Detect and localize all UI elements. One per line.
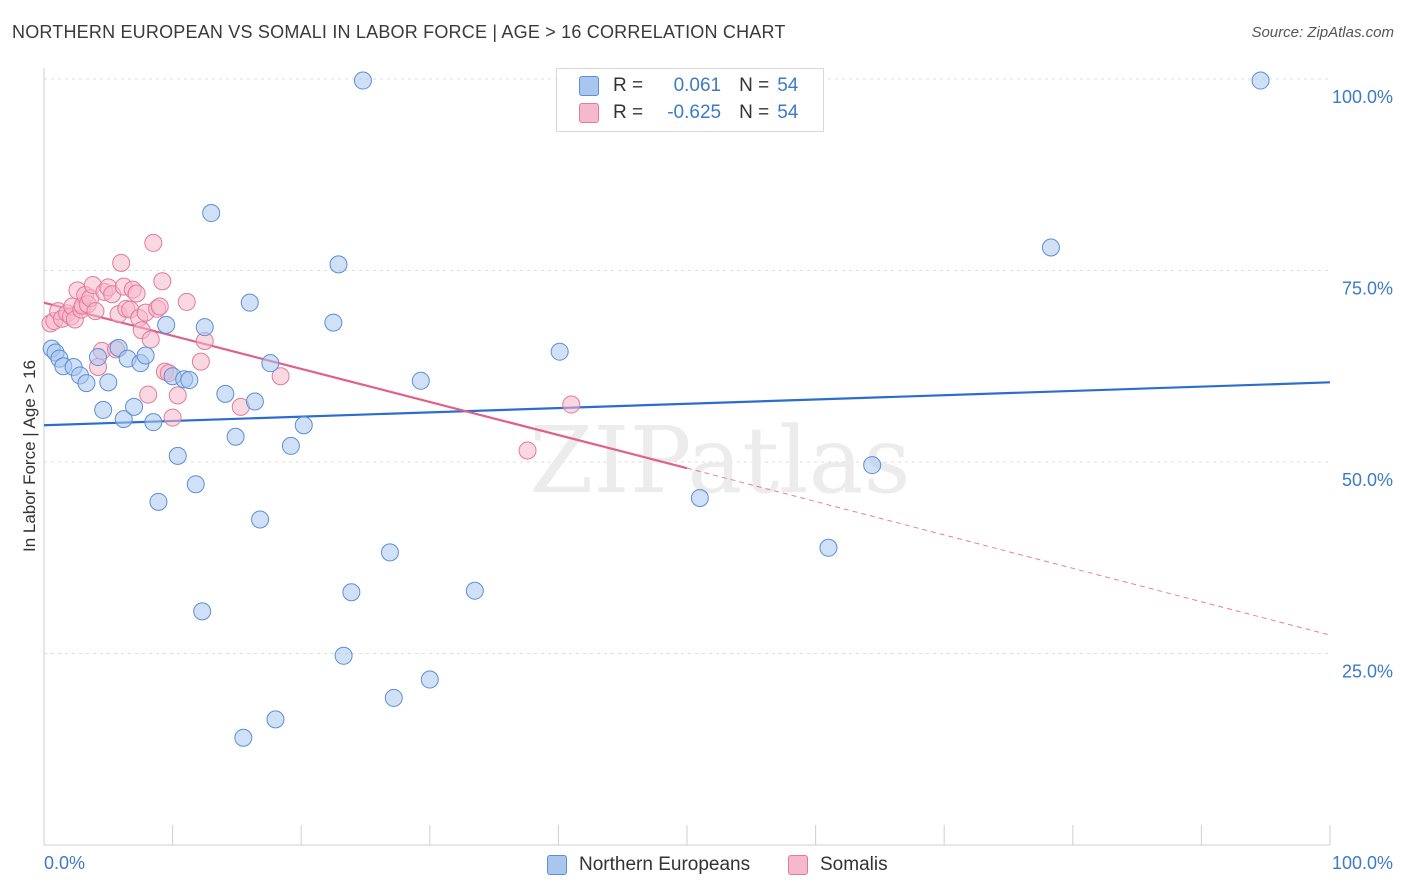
- data-point: [380, 543, 399, 562]
- x-tick-label: 0.0%: [44, 853, 85, 873]
- data-point: [819, 538, 838, 557]
- data-point: [562, 395, 581, 414]
- legend-swatch-blue: [547, 855, 567, 875]
- data-point: [77, 374, 96, 393]
- legend-swatch-pink: [579, 103, 599, 123]
- data-point: [168, 386, 187, 405]
- y-tick-label: 75.0%: [1342, 279, 1393, 299]
- data-point: [149, 492, 168, 511]
- y-axis-label: In Labor Force | Age > 16: [20, 359, 39, 553]
- data-point: [384, 688, 403, 707]
- data-point: [863, 456, 882, 475]
- legend-swatch-blue: [579, 76, 599, 96]
- legend-r-value: -0.625: [667, 102, 722, 123]
- data-point: [168, 446, 187, 465]
- data-point: [195, 318, 214, 337]
- data-point: [99, 373, 118, 392]
- y-tick-label: 100.0%: [1332, 87, 1393, 107]
- data-point: [226, 427, 245, 446]
- data-point: [550, 342, 569, 361]
- axes: [43, 68, 1331, 846]
- series-legend-somalis[interactable]: Somalis: [788, 852, 888, 878]
- data-point: [136, 346, 155, 365]
- data-point: [144, 413, 163, 432]
- data-point: [193, 602, 212, 621]
- data-point: [353, 71, 372, 90]
- data-point: [163, 408, 182, 427]
- data-point: [294, 416, 313, 435]
- legend-row-northern-europeans: R = 0.061 N = 54: [579, 73, 798, 99]
- data-point: [465, 581, 484, 600]
- legend-n-value: 54: [777, 75, 799, 96]
- correlation-legend: R = 0.061 N = 54 R = -0.625 N = 54: [556, 68, 824, 132]
- data-point: [114, 410, 133, 429]
- chart-title: NORTHERN EUROPEAN VS SOMALI IN LABOR FOR…: [12, 22, 786, 42]
- data-point: [177, 292, 196, 311]
- y-tick-label: 50.0%: [1342, 470, 1393, 490]
- data-point: [94, 400, 113, 419]
- data-point: [271, 367, 290, 386]
- data-point: [266, 710, 285, 729]
- data-point: [234, 728, 253, 747]
- data-point: [518, 441, 537, 460]
- data-point: [191, 352, 210, 371]
- x-tick-labels: 0.0% 100.0%: [44, 853, 1393, 873]
- y-tick-label: 25.0%: [1342, 662, 1393, 682]
- data-points: [41, 71, 1270, 747]
- data-point: [157, 315, 176, 334]
- data-point: [245, 392, 264, 411]
- legend-n-value: 54: [777, 102, 799, 123]
- data-point: [1251, 71, 1270, 90]
- grid-lines: [44, 78, 1330, 654]
- data-point: [125, 397, 144, 416]
- data-point: [240, 293, 259, 312]
- data-point: [251, 510, 270, 529]
- data-point: [411, 371, 430, 390]
- legend-r-value: 0.061: [673, 75, 722, 96]
- legend-r-label: R =: [613, 75, 644, 96]
- trend-line: [43, 301, 688, 470]
- data-point: [261, 354, 280, 373]
- series-legend-label: Somalis: [820, 854, 888, 875]
- trend-line: [43, 381, 1331, 427]
- data-point: [202, 204, 221, 223]
- watermark: ZIPatlas: [529, 407, 910, 514]
- data-point: [334, 646, 353, 665]
- source-label: Source: ZipAtlas.com: [1251, 24, 1394, 41]
- data-point: [420, 670, 439, 689]
- data-point: [144, 233, 163, 252]
- legend-r-label: R =: [613, 102, 644, 123]
- data-point: [150, 297, 169, 316]
- data-point: [127, 284, 146, 303]
- data-point: [153, 272, 172, 291]
- legend-swatch-pink: [788, 855, 808, 875]
- data-point: [139, 385, 158, 404]
- data-point: [281, 436, 300, 455]
- data-point: [329, 255, 348, 274]
- legend-n-label: N =: [739, 102, 770, 123]
- y-tick-labels: 25.0% 50.0% 75.0% 100.0%: [1332, 87, 1393, 682]
- data-point: [1041, 238, 1060, 257]
- series-legend-northern-europeans[interactable]: Northern Europeans: [547, 852, 750, 878]
- legend-row-somalis: R = -0.625 N = 54: [579, 100, 798, 126]
- data-point: [216, 384, 235, 403]
- data-point: [86, 302, 105, 321]
- legend-n-label: N =: [739, 75, 770, 96]
- trend-line-extension: [686, 467, 1331, 636]
- data-point: [186, 475, 205, 494]
- data-point: [89, 348, 108, 367]
- trend-lines: [43, 301, 1331, 636]
- x-tick-label: 100.0%: [1332, 853, 1393, 873]
- series-legend-label: Northern Europeans: [579, 854, 751, 875]
- data-point: [690, 489, 709, 508]
- data-point: [180, 371, 199, 390]
- data-point: [112, 253, 131, 272]
- data-point: [141, 330, 160, 349]
- data-point: [342, 583, 361, 602]
- data-point: [324, 313, 343, 332]
